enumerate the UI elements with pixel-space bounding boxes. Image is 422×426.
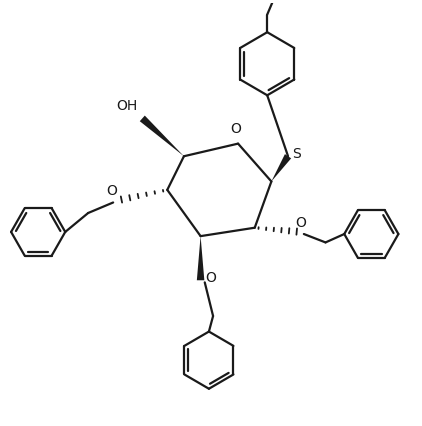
Text: O: O — [106, 184, 117, 198]
Polygon shape — [197, 236, 204, 280]
Text: O: O — [230, 123, 241, 136]
Text: S: S — [292, 147, 301, 161]
Text: O: O — [206, 271, 216, 285]
Polygon shape — [140, 115, 184, 156]
Text: OH: OH — [116, 99, 137, 113]
Text: O: O — [295, 216, 306, 230]
Polygon shape — [271, 154, 291, 181]
